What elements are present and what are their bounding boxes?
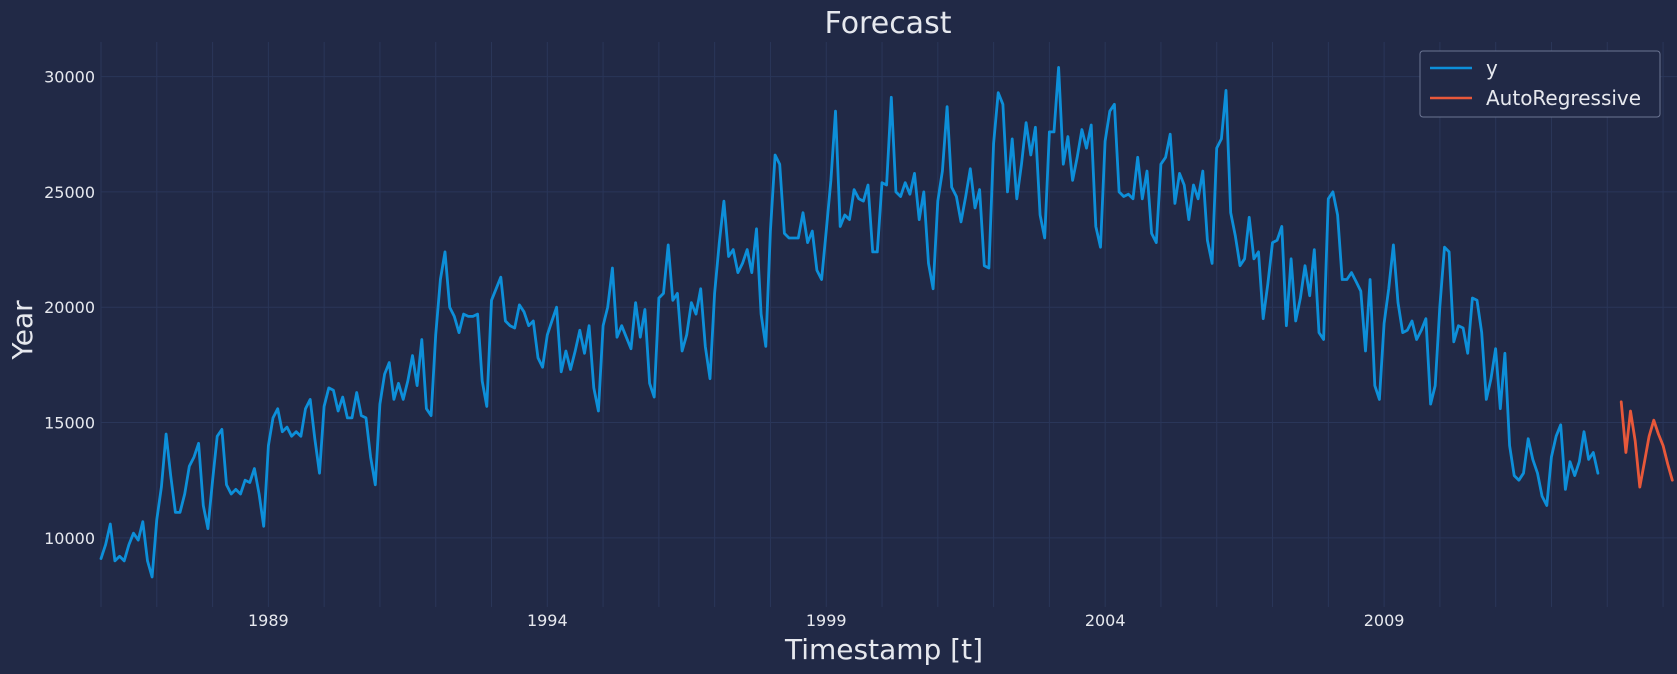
x-tick-label: 1989 (248, 611, 289, 630)
series-line-y (99, 66, 1600, 579)
y-tick-label: 20000 (44, 298, 95, 317)
series-line-autoregressive (1619, 400, 1674, 489)
legend-box (1419, 50, 1661, 118)
y-tick-label: 25000 (44, 183, 95, 202)
x-axis-label: Timestamp [t] (784, 633, 983, 666)
y-axis-label: Year (6, 300, 39, 361)
y-tick-label: 10000 (44, 529, 95, 548)
y-tick-label: 30000 (44, 68, 95, 87)
x-tick-label: 1999 (806, 611, 847, 630)
legend-label-autoregressive: AutoRegressive (1486, 86, 1641, 110)
y-tick-label: 15000 (44, 414, 95, 433)
legend-label-y: y (1486, 56, 1498, 80)
chart-title: Forecast (825, 6, 952, 41)
series-layer (99, 66, 1674, 579)
legend: y AutoRegressive (1419, 50, 1661, 118)
x-tick-label: 2009 (1364, 611, 1405, 630)
x-tick-label: 1994 (527, 611, 568, 630)
tick-labels: 10000 15000 20000 25000 30000 1989 1994 1999 200… (44, 68, 1404, 630)
x-tick-label: 2004 (1085, 611, 1126, 630)
